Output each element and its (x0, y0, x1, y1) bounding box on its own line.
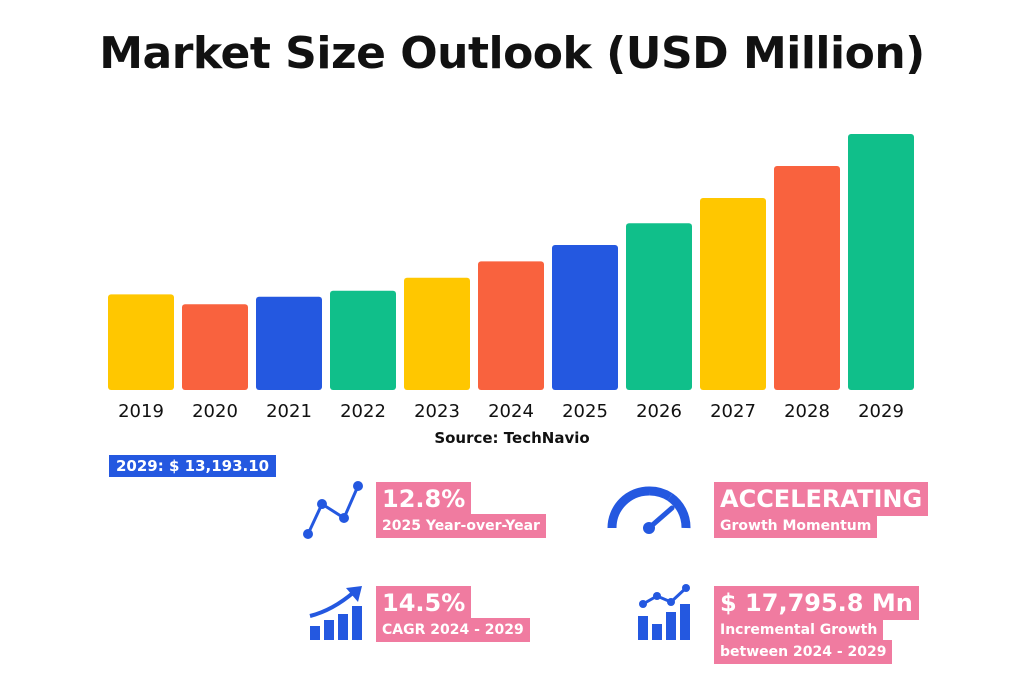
x-tick-2029: 2029 (858, 401, 904, 422)
stat-yoy-value: 12.8% (376, 482, 472, 516)
bar-2020 (182, 304, 248, 390)
stat-momentum-label: Growth Momentum (714, 514, 878, 538)
x-tick-2023: 2023 (414, 401, 460, 422)
x-tick-2021: 2021 (266, 401, 312, 422)
bar-2027 (700, 198, 766, 390)
stat-incremental-label-line2: between 2024 - 2029 (714, 640, 893, 664)
bar-2025 (552, 245, 618, 390)
final-value-badge: 2029: $ 13,193.10 (109, 455, 277, 477)
x-tick-2024: 2024 (488, 401, 534, 422)
stat-cagr-label: CAGR 2024 - 2029 (376, 618, 530, 642)
x-tick-2019: 2019 (118, 401, 164, 422)
bar-2022 (330, 290, 396, 390)
gauge-icon (607, 486, 691, 534)
bar-2021 (256, 296, 322, 390)
line-trend-icon (303, 481, 363, 539)
stat-momentum-value: ACCELERATING (714, 482, 929, 516)
stat-incremental-value: $ 17,795.8 Mn (714, 586, 919, 620)
chart-title: Market Size Outlook (USD Million) (99, 28, 925, 79)
bar-growth-arrow-icon (309, 586, 362, 640)
bar-2028 (774, 166, 840, 390)
bar-line-chart-icon (638, 584, 690, 640)
x-tick-2020: 2020 (192, 401, 238, 422)
bar-2023 (404, 277, 470, 390)
x-tick-2026: 2026 (636, 401, 682, 422)
bar-2026 (626, 223, 692, 390)
bar-2024 (478, 261, 544, 390)
x-tick-2025: 2025 (562, 401, 608, 422)
stat-yoy-label: 2025 Year-over-Year (376, 514, 546, 538)
x-tick-2028: 2028 (784, 401, 830, 422)
x-tick-2027: 2027 (710, 401, 756, 422)
x-tick-labels: 2019 2020 2021 2022 2023 2024 2025 2026 2027 2028… (118, 401, 904, 422)
bar-2019 (108, 294, 174, 390)
stat-incremental-label-line1: Incremental Growth (714, 618, 884, 642)
stat-cagr-value: 14.5% (376, 586, 472, 620)
bars-group (108, 134, 914, 390)
x-tick-2022: 2022 (340, 401, 386, 422)
chart-source: Source: TechNavio (434, 429, 590, 447)
bar-2029 (848, 134, 914, 390)
